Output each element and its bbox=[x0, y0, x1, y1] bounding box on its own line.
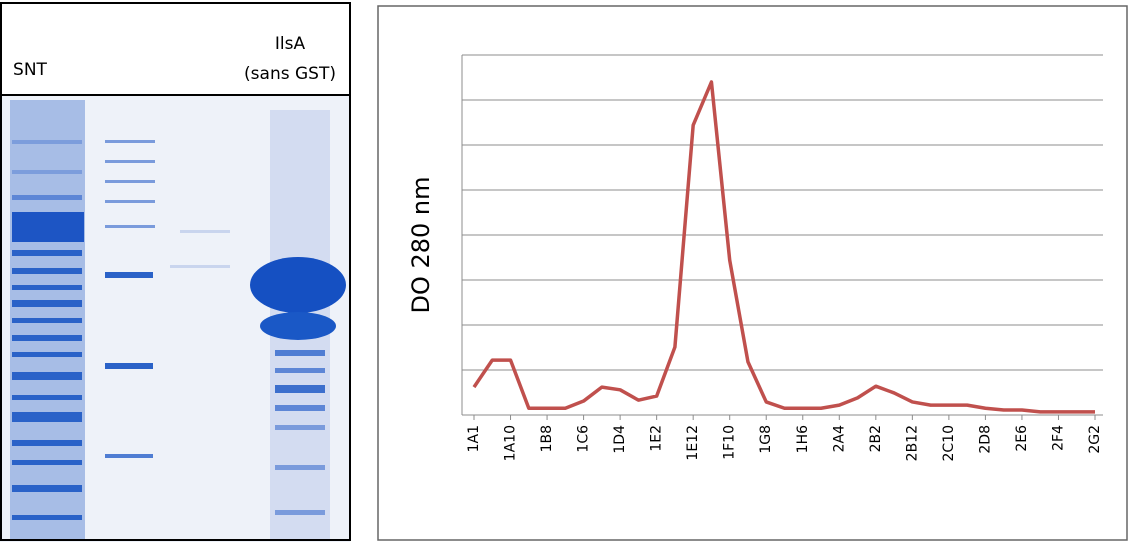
lane-snt bbox=[10, 100, 85, 540]
x-tick-label: 2F4 bbox=[1050, 425, 1066, 451]
x-tick-label: 2E6 bbox=[1014, 425, 1030, 452]
y-axis-label: DO 280 nm bbox=[407, 176, 435, 313]
x-tick-label: 1E12 bbox=[685, 425, 701, 461]
x-tick-label: 2B12 bbox=[904, 425, 920, 461]
x-tick-label: 2B2 bbox=[868, 425, 884, 452]
x-tick-label: 2G2 bbox=[1087, 425, 1103, 454]
x-tick-label: 1G8 bbox=[758, 425, 774, 454]
gel-frame bbox=[0, 2, 351, 541]
x-tick-label: 1D4 bbox=[612, 425, 628, 454]
gel-label: SNT bbox=[13, 60, 48, 80]
x-tick-label: 1H6 bbox=[795, 425, 811, 453]
lane-faint bbox=[170, 230, 230, 268]
x-tick-label: 1A10 bbox=[503, 425, 519, 461]
x-tick-label: 1E2 bbox=[649, 425, 665, 452]
x-tick-label: 2A4 bbox=[831, 425, 847, 452]
x-tick-label: 1A1 bbox=[466, 425, 482, 452]
x-tick-label: 1C6 bbox=[576, 425, 592, 453]
data-line bbox=[472, 80, 1095, 414]
x-tick-label: 2D8 bbox=[977, 425, 993, 454]
chart-frame bbox=[377, 5, 1128, 541]
x-tick-label: 1F10 bbox=[722, 425, 738, 460]
lane-ilsa bbox=[250, 110, 346, 540]
gel-label: (sans GST) bbox=[244, 64, 336, 84]
x-tick-label: 1B8 bbox=[539, 425, 555, 452]
plot: 1A1 1A10 1B8 1C6 1D4 1E2 1E12 1F10 1G8 1H6 2A4 2B2 2… bbox=[461, 54, 1103, 462]
gel-label: IlsA bbox=[275, 34, 306, 54]
gel-panel: SNT IlsA (sans GST) bbox=[0, 2, 351, 542]
lane-marker bbox=[105, 140, 155, 458]
x-tick-label: 2C10 bbox=[941, 425, 957, 462]
